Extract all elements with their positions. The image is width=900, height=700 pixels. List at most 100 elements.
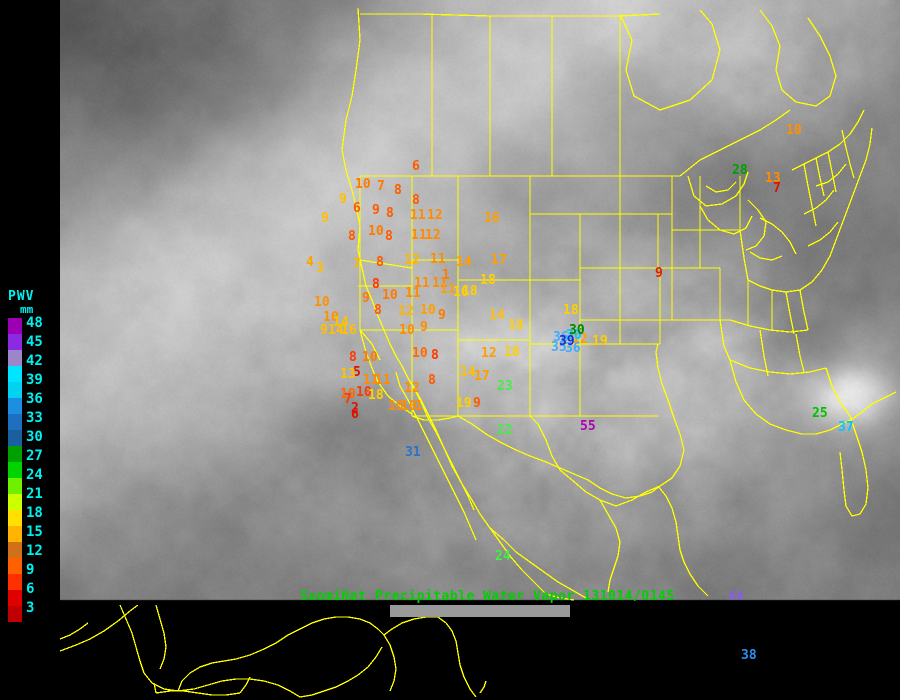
colorbar-swatch — [8, 446, 22, 462]
map-border-path — [177, 660, 225, 692]
colorbar-swatch — [8, 510, 22, 526]
colorbar-tick-label: 24 — [26, 467, 43, 483]
colorbar-swatch — [8, 494, 22, 510]
station-pwv-value: 7 — [773, 181, 781, 196]
station-pwv-value: 2 — [351, 401, 359, 416]
colorbar-tick-labels: 48 45 42 39 36 33 30 27 24 21 18 15 12 9 6 3 — [26, 316, 60, 622]
station-pwv-value: 8 — [376, 255, 384, 270]
station-pwv-value: 28 — [732, 163, 748, 178]
colorbar-tick-label: 36 — [26, 391, 43, 407]
station-pwv-value: 11 — [410, 208, 426, 223]
station-pwv-value: 17 — [491, 253, 507, 268]
map-border-path — [739, 229, 749, 281]
map-border-path — [785, 291, 795, 335]
colorbar-tick-label: 3 — [26, 600, 35, 616]
station-pwv-value: 8 — [349, 350, 357, 365]
station-pwv-value: 24 — [495, 549, 511, 564]
colorbar-tick-label: 33 — [26, 410, 43, 426]
map-border-path — [60, 605, 139, 652]
ir-basemap-canvas — [60, 0, 900, 605]
station-pwv-value: 11 — [440, 282, 456, 297]
station-pwv-value: 6 — [412, 159, 420, 174]
colorbar-title: PWV — [8, 289, 35, 304]
station-pwv-value: 8 — [348, 229, 356, 244]
station-pwv-value: 8 — [394, 183, 402, 198]
station-pwv-value: 3 — [316, 261, 324, 276]
colorbar-gradient-strip — [8, 318, 22, 622]
colorbar-swatch — [8, 606, 22, 622]
residual-cloud-patch — [390, 605, 570, 617]
colorbar-tick-label: 27 — [26, 448, 43, 464]
map-border-path — [479, 680, 487, 694]
map-border-path — [599, 499, 621, 593]
map-border-path — [411, 415, 459, 421]
colorbar-swatch — [8, 334, 22, 350]
station-pwv-value: 11 — [411, 228, 427, 243]
station-pwv-value: 14 — [328, 323, 344, 338]
map-border-path — [759, 329, 769, 377]
colorbar-swatch — [8, 430, 22, 446]
station-pwv-value: 9 — [321, 211, 329, 226]
map-border-path — [827, 151, 837, 193]
station-pwv-value: 11 — [405, 286, 421, 301]
colorbar-swatch — [8, 558, 22, 574]
map-border-path — [341, 7, 547, 595]
station-pwv-value: 10 — [786, 123, 802, 138]
pwv-colorbar-panel: PWV mm 48 45 42 39 36 33 30 27 24 21 18 15 12 9 6 3 — [0, 290, 60, 630]
station-pwv-value: 9 — [473, 396, 481, 411]
station-pwv-value: 25 — [812, 406, 828, 421]
map-border-path — [489, 527, 587, 599]
map-border-path — [729, 359, 827, 375]
station-pwv-value: 30 — [569, 323, 585, 338]
map-border-path — [802, 417, 855, 435]
satellite-image-panel: 6 10 7 8 8 9 11 12 6 9 8 16 9 11 12 8 10 8 4 3 7 12 11 14 17 1 8 8 1… — [60, 0, 900, 605]
map-border-path — [177, 678, 265, 692]
map-border-path — [729, 319, 809, 333]
map-border-path — [747, 279, 801, 293]
station-pwv-value: 1 — [442, 268, 450, 283]
station-pwv-value: 12 — [481, 346, 497, 361]
colorbar-swatch — [8, 350, 22, 366]
map-border-path — [458, 175, 580, 215]
map-border-path — [223, 616, 348, 662]
station-pwv-value: 11 — [432, 276, 448, 291]
station-pwv-value: 18 — [508, 318, 524, 333]
map-border-path — [749, 251, 783, 261]
station-pwv-value: 12 — [572, 332, 588, 347]
station-pwv-value: 9 — [320, 323, 328, 338]
colorbar-swatch — [8, 590, 22, 606]
station-pwv-value: 10 — [368, 224, 384, 239]
station-pwv-value: 30 — [566, 328, 582, 343]
station-pwv-value: 10 — [412, 346, 428, 361]
station-pwv-value: 9 — [420, 320, 428, 335]
station-pwv-value: 6 — [353, 201, 361, 216]
map-border-path — [457, 415, 661, 499]
station-pwv-value: 38 — [741, 648, 757, 663]
station-pwv-value: 12 — [398, 304, 414, 319]
map-border-path — [155, 605, 167, 670]
colorbar-swatch — [8, 398, 22, 414]
map-border-path — [359, 286, 381, 361]
map-borders-overlay — [341, 7, 897, 601]
map-border-path — [411, 383, 475, 511]
station-pwv-value: 9 — [655, 266, 663, 281]
colorbar-unit-label: mm — [20, 303, 34, 316]
station-pwv-value: 31 — [405, 445, 421, 460]
station-pwv-value: 10 — [340, 387, 356, 402]
station-pwv-value: 11 — [414, 276, 430, 291]
map-border-path — [839, 415, 869, 517]
station-pwv-value: 16 — [453, 285, 469, 300]
station-pwv-value: 4 — [306, 255, 314, 270]
map-border-path — [60, 622, 89, 640]
colorbar-tick-label: 9 — [26, 562, 35, 578]
map-border-path — [239, 676, 251, 694]
colorbar-swatch — [8, 478, 22, 494]
colorbar-swatch — [8, 382, 22, 398]
colorbar-tick-label: 30 — [26, 429, 43, 445]
map-border-path — [679, 109, 791, 177]
map-border-path — [759, 9, 837, 107]
map-border-path — [807, 221, 839, 247]
station-pwv-value: 14 — [456, 255, 472, 270]
map-border-path — [619, 9, 721, 111]
